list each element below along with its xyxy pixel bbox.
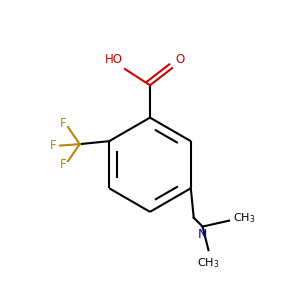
Text: N: N [198, 228, 207, 241]
Text: CH$_3$: CH$_3$ [197, 256, 220, 270]
Text: F: F [60, 117, 67, 130]
Text: O: O [176, 53, 185, 66]
Text: F: F [50, 139, 57, 152]
Text: CH$_3$: CH$_3$ [233, 212, 256, 225]
Text: F: F [60, 158, 67, 171]
Text: HO: HO [105, 53, 123, 66]
